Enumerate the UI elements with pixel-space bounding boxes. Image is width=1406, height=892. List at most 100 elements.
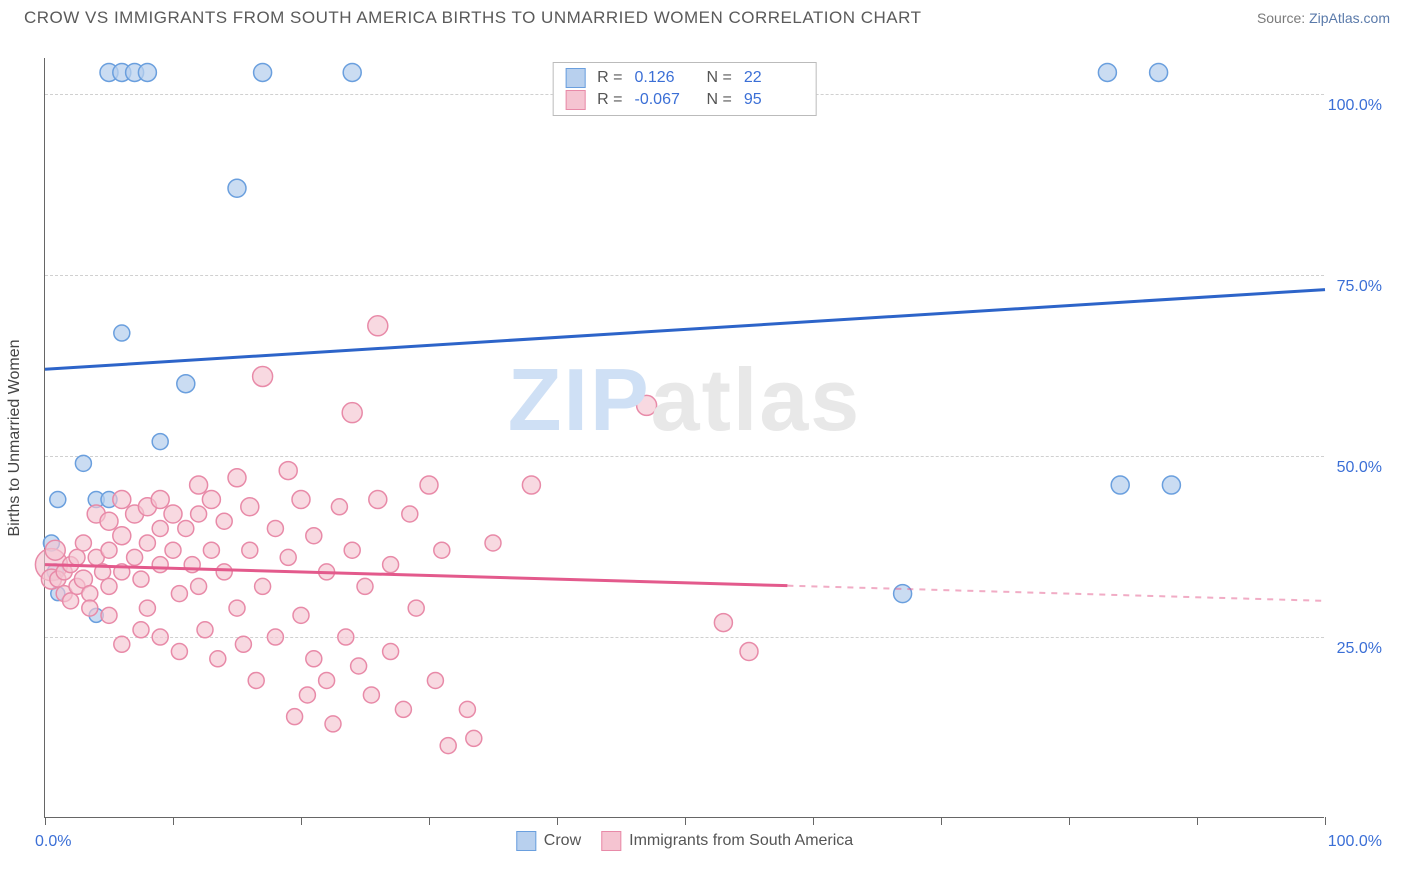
- data-point: [229, 600, 245, 616]
- data-point: [343, 63, 361, 81]
- data-point: [293, 607, 309, 623]
- legend-series-label: Crow: [544, 832, 581, 850]
- data-point: [113, 491, 131, 509]
- legend-series-item: Immigrants from South America: [601, 831, 853, 851]
- data-point: [254, 63, 272, 81]
- data-point: [637, 395, 657, 415]
- data-point: [740, 643, 758, 661]
- data-point: [241, 498, 259, 516]
- data-point: [522, 476, 540, 494]
- legend-n-label: N =: [707, 67, 732, 89]
- data-point: [138, 63, 156, 81]
- data-point: [203, 542, 219, 558]
- data-point: [427, 672, 443, 688]
- data-point: [1098, 63, 1116, 81]
- data-point: [383, 557, 399, 573]
- data-point: [351, 658, 367, 674]
- data-point: [216, 564, 232, 580]
- legend-n-value: 95: [744, 89, 804, 111]
- data-point: [306, 651, 322, 667]
- data-point: [197, 622, 213, 638]
- data-point: [325, 716, 341, 732]
- data-point: [82, 600, 98, 616]
- legend-series-item: Crow: [516, 831, 581, 851]
- data-point: [395, 701, 411, 717]
- data-point: [191, 506, 207, 522]
- x-tick: [1325, 817, 1326, 825]
- legend-r-value: -0.067: [635, 89, 695, 111]
- data-point: [127, 549, 143, 565]
- x-tick: [45, 817, 46, 825]
- data-point: [1111, 476, 1129, 494]
- legend-r-value: 0.126: [635, 67, 695, 89]
- data-point: [139, 535, 155, 551]
- data-point: [133, 571, 149, 587]
- legend-swatch: [516, 831, 536, 851]
- plot-area: ZIPatlas Births to Unmarried Women 25.0%…: [44, 58, 1324, 818]
- legend-swatch: [601, 831, 621, 851]
- data-point: [369, 491, 387, 509]
- x-tick: [1069, 817, 1070, 825]
- trend-line: [45, 290, 1325, 370]
- x-tick: [429, 817, 430, 825]
- data-point: [420, 476, 438, 494]
- data-point: [408, 600, 424, 616]
- data-point: [1162, 476, 1180, 494]
- x-axis-max-label: 100.0%: [1328, 833, 1382, 851]
- data-point: [101, 542, 117, 558]
- data-point: [101, 578, 117, 594]
- data-point: [171, 586, 187, 602]
- data-point: [190, 476, 208, 494]
- data-point: [216, 513, 232, 529]
- data-point: [255, 578, 271, 594]
- legend-correlation-row: R =0.126N =22: [565, 67, 804, 89]
- data-point: [466, 730, 482, 746]
- x-tick: [1197, 817, 1198, 825]
- data-point: [228, 469, 246, 487]
- data-point: [383, 644, 399, 660]
- scatter-svg: [45, 58, 1325, 818]
- source-label: Source:: [1257, 10, 1305, 26]
- data-point: [459, 701, 475, 717]
- data-point: [485, 535, 501, 551]
- legend-swatch: [565, 90, 585, 110]
- data-point: [63, 593, 79, 609]
- data-point: [287, 709, 303, 725]
- data-point: [299, 687, 315, 703]
- source-link[interactable]: ZipAtlas.com: [1309, 10, 1390, 26]
- data-point: [440, 738, 456, 754]
- data-point: [50, 492, 66, 508]
- data-point: [292, 491, 310, 509]
- x-axis-min-label: 0.0%: [35, 833, 71, 851]
- data-point: [235, 636, 251, 652]
- legend-n-label: N =: [707, 89, 732, 111]
- data-point: [82, 586, 98, 602]
- y-axis-title: Births to Unmarried Women: [6, 339, 24, 536]
- data-point: [242, 542, 258, 558]
- data-point: [75, 455, 91, 471]
- x-tick: [301, 817, 302, 825]
- data-point: [894, 585, 912, 603]
- data-point: [342, 403, 362, 423]
- data-point: [171, 644, 187, 660]
- data-point: [253, 366, 273, 386]
- data-point: [100, 512, 118, 530]
- data-point: [357, 578, 373, 594]
- data-point: [248, 672, 264, 688]
- data-point: [344, 542, 360, 558]
- legend-correlation-row: R =-0.067N =95: [565, 89, 804, 111]
- data-point: [178, 520, 194, 536]
- data-point: [402, 506, 418, 522]
- data-point: [75, 535, 91, 551]
- data-point: [267, 629, 283, 645]
- x-tick: [813, 817, 814, 825]
- data-point: [101, 607, 117, 623]
- legend-correlation: R =0.126N =22R =-0.067N =95: [552, 62, 817, 116]
- data-point: [151, 491, 169, 509]
- chart-source: Source: ZipAtlas.com: [1257, 10, 1390, 26]
- data-point: [113, 527, 131, 545]
- data-point: [363, 687, 379, 703]
- y-tick-label: 75.0%: [1337, 278, 1382, 296]
- data-point: [319, 672, 335, 688]
- data-point: [165, 542, 181, 558]
